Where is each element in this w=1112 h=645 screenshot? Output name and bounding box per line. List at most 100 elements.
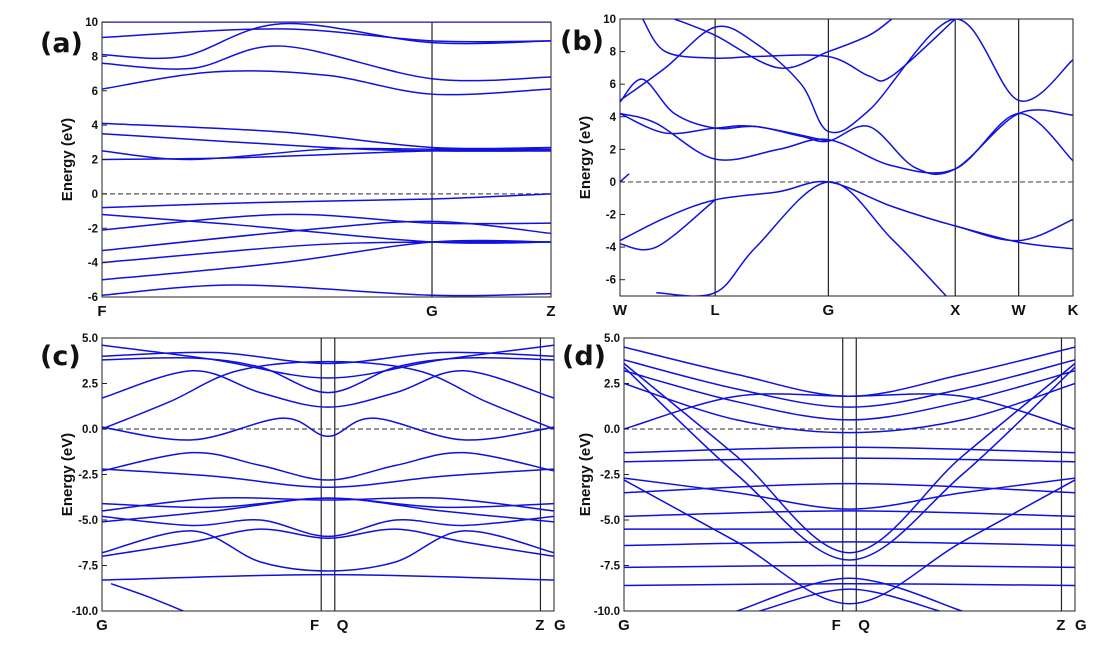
kpoint-label: F	[97, 303, 106, 320]
band-line-15	[102, 573, 554, 581]
y-tick-label: 0.0	[604, 424, 620, 436]
band-line-10	[624, 477, 1075, 510]
band-line-1	[624, 346, 1075, 397]
y-tick-label: -10.0	[594, 606, 620, 618]
y-tick-label: -7.5	[600, 561, 620, 573]
band-line-2	[624, 359, 1075, 408]
band-line-7	[102, 468, 554, 488]
band-line-4	[102, 370, 554, 408]
y-tick-label: 10	[603, 14, 616, 26]
band-line-9	[620, 199, 716, 251]
band-lines	[624, 346, 1075, 611]
band-line-9	[624, 457, 1075, 463]
band-line-2	[102, 28, 551, 43]
band-line-8	[102, 451, 554, 481]
band-line-8	[624, 446, 1075, 454]
kpoint-label: G	[426, 303, 438, 320]
band-line-1	[620, 173, 630, 183]
band-line-10	[656, 181, 947, 296]
panel-a: -6 -4 -2 0 2 4 6 8 10 F G Z Energy (eV) (a)	[40, 17, 556, 320]
kpoint-label: Q	[858, 617, 870, 634]
y-tick-label: 6	[610, 79, 616, 91]
panel-label: (a)	[40, 28, 83, 59]
kpoint-label: Q	[337, 617, 349, 634]
y-axis-label: Energy (eV)	[577, 116, 594, 199]
band-line-4	[642, 19, 956, 82]
kpoint-label: Z	[1056, 617, 1065, 634]
band-line-6	[620, 112, 1073, 174]
kpoint-label: X	[950, 302, 960, 319]
band-line-4	[102, 45, 551, 82]
band-line-19	[759, 588, 940, 611]
y-tick-label: -5.0	[78, 515, 98, 527]
band-line-14	[102, 240, 551, 264]
band-line-3	[102, 22, 551, 60]
band-line-5	[102, 360, 554, 430]
y-tick-label: 10	[85, 17, 98, 29]
band-line-9	[102, 149, 551, 161]
band-line-12	[624, 510, 1075, 518]
band-line-11	[955, 225, 1073, 250]
y-tick-label: -2.5	[78, 470, 98, 482]
y-tick-label: 2	[610, 144, 616, 156]
band-line-13	[102, 528, 554, 558]
kpoint-label: L	[711, 302, 720, 319]
band-line-1	[102, 344, 554, 379]
y-tick-label: -2	[88, 223, 98, 235]
band-line-7	[620, 112, 829, 142]
kpoint-label: W	[1012, 302, 1027, 319]
y-tick-label: 0	[92, 189, 98, 201]
band-line-3	[102, 356, 554, 394]
band-line-12	[102, 515, 554, 538]
band-line-11	[102, 213, 551, 245]
band-line-6	[102, 417, 554, 441]
band-line-2	[620, 78, 1073, 175]
band-line-6	[102, 122, 551, 150]
kpoint-label: Z	[546, 303, 555, 320]
plot-frame	[101, 337, 555, 612]
band-line-15	[624, 564, 1075, 569]
y-tick-label: 2	[92, 155, 98, 167]
band-lines	[102, 344, 554, 611]
kpoint-label: Z	[535, 617, 544, 634]
y-tick-label: -7.5	[78, 561, 98, 573]
kpoint-label: F	[310, 617, 319, 634]
panel-label: (d)	[562, 341, 606, 372]
kpoint-label: G	[96, 617, 108, 634]
y-tick-label: 6	[92, 86, 98, 98]
y-tick-label: 8	[92, 51, 99, 63]
y-tick-label: 0.0	[82, 424, 98, 436]
band-line-18	[736, 577, 963, 611]
band-line-4	[624, 382, 1075, 434]
band-line-2	[102, 351, 554, 365]
band-line-3	[620, 19, 1073, 134]
plot-frame	[619, 18, 1074, 297]
y-tick-label: 5.0	[604, 333, 620, 345]
y-tick-label: -6	[88, 292, 98, 304]
band-line-8	[620, 180, 1073, 242]
kpoint-label: F	[832, 617, 841, 634]
y-tick-label: 8	[610, 47, 617, 59]
y-tick-label: 4	[610, 112, 617, 124]
band-line-16	[624, 582, 1075, 587]
band-line-11	[102, 497, 554, 523]
band-line-5	[674, 19, 893, 69]
band-line-7	[624, 366, 1075, 561]
band-line-15	[102, 239, 551, 281]
kpoint-label: G	[554, 617, 566, 634]
panel-label: (b)	[560, 26, 604, 57]
band-line-14	[624, 541, 1075, 547]
kpoint-label: G	[1075, 617, 1087, 634]
kpoint-label: W	[613, 302, 628, 319]
y-tick-label: 0	[610, 177, 616, 189]
band-line-16	[110, 582, 184, 611]
panel-b: -6 -4 -2 0 2 4 6 8 10 W L G X W K Energy (eV) (b)	[560, 14, 1079, 319]
y-axis-label: Energy (eV)	[577, 433, 594, 516]
y-tick-label: -2.5	[600, 470, 620, 482]
band-line-16	[102, 284, 551, 297]
y-tick-label: -2	[606, 210, 616, 222]
y-tick-label: 5.0	[82, 333, 98, 345]
